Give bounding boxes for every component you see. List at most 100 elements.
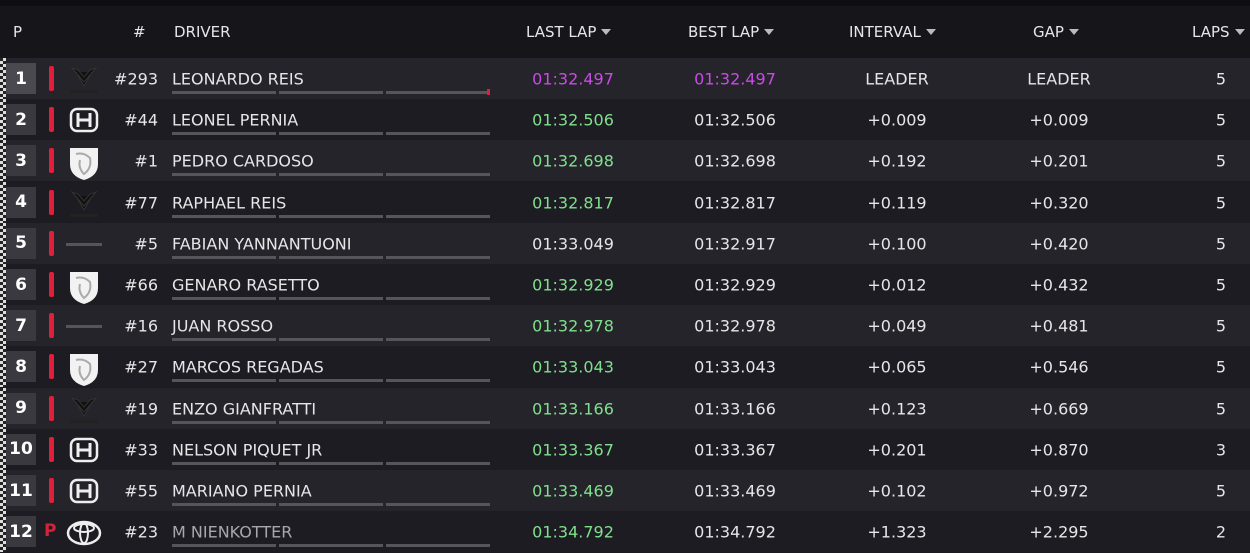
last-lap: 01:32.978 [532, 316, 614, 336]
gap: +0.420 [1029, 234, 1089, 254]
lap-progress [172, 297, 490, 300]
laps: 2 [1215, 522, 1226, 542]
car-number: #1 [134, 151, 158, 171]
status-bar [49, 272, 54, 297]
progress-segment [386, 91, 490, 94]
progress-segment [172, 461, 276, 465]
laps: 5 [1215, 193, 1226, 213]
progress-segment [386, 338, 490, 342]
last-lap: 01:32.817 [532, 193, 614, 213]
progress-segment [172, 503, 276, 506]
lap-progress [172, 461, 490, 465]
table-row: 9 #19 ENZO GIANFRATTI 01:33.166 01:33.166 +0.… [0, 387, 1250, 429]
progress-segment [279, 420, 383, 424]
interval: +0.100 [867, 234, 927, 254]
interval: +0.123 [867, 399, 927, 419]
car-number: #66 [124, 275, 158, 295]
position: 6 [6, 269, 36, 300]
last-lap: 01:32.497 [532, 69, 614, 89]
position: 9 [6, 392, 36, 424]
progress-segment [172, 544, 276, 548]
lap-progress [172, 173, 490, 177]
checkered-flag [0, 181, 6, 223]
last-lap: 01:33.469 [532, 481, 614, 501]
header-label: GAP [1033, 23, 1064, 41]
car-number: #16 [124, 316, 158, 336]
interval: +0.009 [867, 110, 927, 130]
best-lap: 01:33.166 [694, 399, 776, 419]
position: 7 [6, 310, 36, 342]
progress-segment [172, 338, 276, 342]
header-number[interactable]: # [133, 23, 146, 41]
sort-arrow [1068, 29, 1079, 35]
table-row: 5 #5 FABIAN YANNANTUONI 01:33.049 01:32.917 +… [0, 222, 1250, 264]
last-lap: 01:34.792 [532, 522, 614, 542]
lap-progress [172, 214, 490, 218]
header-position[interactable]: P [13, 23, 23, 41]
progress-segment [386, 214, 490, 218]
header-laps[interactable]: LAPS [1192, 23, 1245, 41]
header-best-lap[interactable]: BEST LAP [688, 23, 775, 41]
lap-progress [172, 91, 490, 94]
checkered-flag [0, 428, 6, 470]
header-interval[interactable]: INTERVAL [849, 23, 936, 41]
interval: +0.201 [867, 440, 927, 460]
header-driver[interactable]: DRIVER [174, 23, 231, 41]
driver-name: FABIAN YANNANTUONI [172, 234, 352, 254]
status-bar [49, 436, 54, 462]
best-lap: 01:32.698 [694, 151, 776, 171]
status-bar [49, 66, 54, 91]
gap: +0.669 [1029, 399, 1089, 419]
gap: +0.972 [1029, 481, 1089, 501]
header-label: INTERVAL [849, 23, 921, 41]
progress-segment [279, 379, 383, 383]
progress-segment [279, 173, 383, 177]
table-row: 2 #44 LEONEL PERNIA 01:32.506 01:32.506 +0.00… [0, 99, 1250, 141]
car-number: #33 [124, 440, 158, 460]
laps: 5 [1215, 151, 1226, 171]
lap-progress [172, 420, 490, 424]
status-bar [49, 354, 54, 380]
best-lap: 01:32.817 [694, 193, 776, 213]
position: 3 [6, 145, 36, 177]
last-lap: 01:32.506 [532, 110, 614, 130]
status-bar [49, 230, 54, 256]
progress-segment [172, 132, 276, 136]
driver-name: PEDRO CARDOSO [172, 151, 314, 171]
driver-name: JUAN ROSSO [172, 316, 274, 336]
interval: +1.323 [867, 522, 927, 542]
laps: 5 [1215, 316, 1226, 336]
status-bar [49, 478, 54, 503]
driver-name: MARCOS REGADAS [172, 357, 324, 377]
team-logo [69, 437, 99, 463]
progress-segment [172, 91, 276, 94]
driver-name: M NIENKOTTER [172, 522, 293, 542]
team-logo [70, 148, 98, 181]
car-number: #23 [124, 522, 158, 542]
last-lap: 01:32.929 [532, 275, 614, 295]
header-gap[interactable]: GAP [1033, 23, 1079, 41]
checkered-flag [0, 346, 6, 388]
gap: LEADER [1027, 69, 1091, 89]
status-bar [49, 189, 54, 215]
pit-indicator: P [44, 521, 57, 542]
status-bar [49, 107, 54, 133]
progress-segment [386, 461, 490, 465]
interval: +0.192 [867, 151, 927, 171]
table-row: 11 #55 MARIANO PERNIA 01:33.469 01:33.469 +0.… [0, 470, 1250, 511]
car-number: #19 [124, 399, 158, 419]
progress-segment [279, 132, 383, 136]
best-lap: 01:32.497 [694, 69, 776, 89]
checkered-flag [0, 511, 6, 553]
table-row: 4 #77 RAPHAEL REIS 01:32.817 01:32.817 +0.119… [0, 181, 1250, 223]
best-lap: 01:33.469 [694, 481, 776, 501]
progress-segment [386, 297, 490, 300]
interval: +0.119 [867, 193, 927, 213]
team-logo [70, 190, 98, 217]
header-last-lap[interactable]: LAST LAP [526, 23, 612, 41]
checkered-flag [0, 387, 6, 429]
gap: +2.295 [1029, 522, 1089, 542]
progress-segment [172, 379, 276, 383]
gap: +0.320 [1029, 193, 1089, 213]
progress-segment [386, 544, 490, 548]
